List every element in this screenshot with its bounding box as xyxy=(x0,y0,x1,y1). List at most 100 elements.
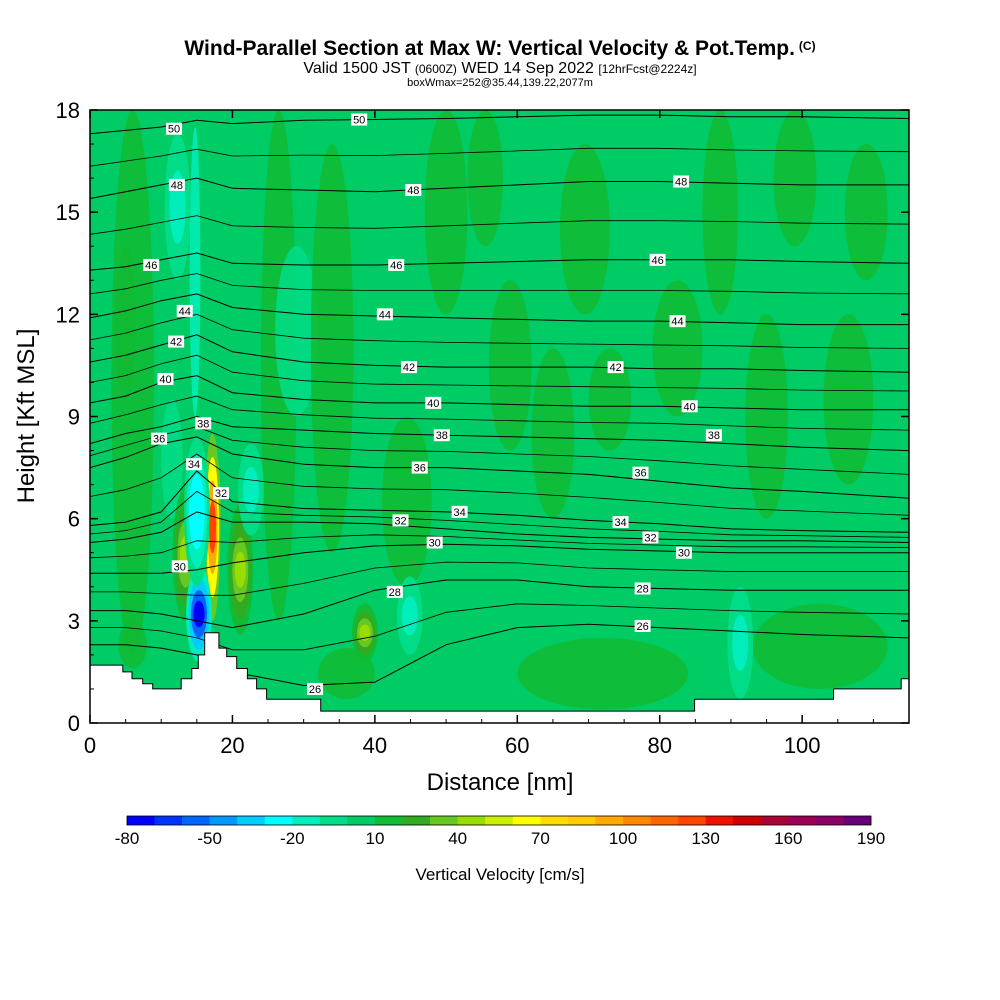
isentrope-label: 26 xyxy=(309,684,321,696)
isentrope-label-bg xyxy=(673,175,690,188)
vertical-velocity-field xyxy=(90,110,909,723)
isentrope-32 xyxy=(90,511,909,543)
colorbar-swatch xyxy=(237,816,266,825)
field-band xyxy=(114,246,137,400)
colorbar-swatch xyxy=(540,816,569,825)
box-info: boxWmax=252@35.44,139.22,2077m xyxy=(407,77,593,89)
isentrope-label-bg xyxy=(185,458,202,471)
field-band xyxy=(560,144,610,315)
isentrope-label: 50 xyxy=(353,115,365,127)
colorbar-label: Vertical Velocity [cm/s] xyxy=(415,865,584,884)
colorbar-swatch xyxy=(512,816,541,825)
isentrope-label-bg xyxy=(376,308,393,321)
isentrope-label-bg xyxy=(386,585,403,598)
isentrope-label: 36 xyxy=(634,468,646,480)
field-band xyxy=(310,144,354,553)
valid-date: WED 14 Sep 2022 xyxy=(461,60,594,77)
isentrope-line xyxy=(90,534,909,559)
isentrope-line xyxy=(90,426,909,475)
colorbar-swatch xyxy=(127,816,155,825)
isentrope-label-bg xyxy=(451,505,468,518)
colorbar-swatch xyxy=(595,816,624,825)
isentrope-label-bg xyxy=(405,184,422,197)
isentrope-label: 28 xyxy=(637,583,649,595)
field-band xyxy=(531,348,575,519)
colorbar-swatch xyxy=(182,816,210,825)
isentrope-label-bg xyxy=(392,514,409,527)
isentrope-label-bg xyxy=(669,315,686,328)
isentrope-label: 48 xyxy=(675,177,687,189)
isentrope-label: 32 xyxy=(394,515,406,527)
isentrope-label-bg xyxy=(612,516,629,529)
isentrope-label-bg xyxy=(411,461,428,474)
colorbar-swatch xyxy=(209,816,238,825)
isentrope-label: 38 xyxy=(708,430,720,442)
isentrope-line xyxy=(90,147,909,167)
downdraft-cell xyxy=(245,476,257,503)
isentrope-label-bg xyxy=(195,417,212,430)
isentrope-label-bg xyxy=(171,560,188,573)
isentrope-label: 34 xyxy=(453,507,465,519)
isentrope-label-bg xyxy=(168,178,185,191)
colorbar-tick-label: 100 xyxy=(609,829,637,848)
colorbar-swatch xyxy=(347,816,376,825)
colorbar-swatch xyxy=(567,816,596,825)
isentrope-label-bg xyxy=(649,253,666,266)
colorbar-tick-label: 10 xyxy=(366,829,385,848)
field-band xyxy=(588,348,632,451)
updraft-cell xyxy=(359,624,371,641)
isentrope-label: 40 xyxy=(159,374,171,386)
field-band xyxy=(381,416,432,587)
isentrope-label: 44 xyxy=(379,309,391,321)
x-tick-label: 60 xyxy=(505,733,529,758)
field-band xyxy=(161,399,183,519)
isentrope-label-bg xyxy=(176,304,193,317)
colorbar-tick-label: 190 xyxy=(857,829,885,848)
isentrope-30 xyxy=(90,543,909,574)
field-band xyxy=(517,637,689,710)
isentrope-line xyxy=(90,603,909,651)
isentrope-label-bg xyxy=(632,466,649,479)
isentrope-label-bg xyxy=(642,531,659,544)
field-band xyxy=(745,314,788,519)
isentrope-label-bg xyxy=(425,396,442,409)
isentrope-36 xyxy=(90,436,909,499)
field-band xyxy=(111,110,155,655)
colorbar: -80 -50 -20 10 40 70 100 130 160 190 xyxy=(115,815,885,848)
downdraft-cell xyxy=(404,604,416,627)
isentrope-label-bg xyxy=(433,429,450,442)
valid-time: Valid 1500 JST xyxy=(303,60,411,77)
colorbar-swatch xyxy=(815,816,844,825)
x-tick-label: 0 xyxy=(84,733,96,758)
isentrope-line xyxy=(90,395,909,431)
x-tick-label: 40 xyxy=(363,733,387,758)
isentrope-label: 28 xyxy=(389,587,401,599)
colorbar-tick-label: -50 xyxy=(197,829,222,848)
x-tick-label: 80 xyxy=(647,733,671,758)
isentrope-46 xyxy=(90,252,909,271)
isentrope-label-bg xyxy=(388,258,405,271)
field-band xyxy=(773,110,817,247)
isentrope-line xyxy=(90,561,909,596)
isentrope-label: 36 xyxy=(414,463,426,475)
isentrope-label: 38 xyxy=(197,418,209,430)
isentrope-label: 30 xyxy=(174,561,186,573)
y-tick-label: 15 xyxy=(56,200,80,225)
colorbar-swatch xyxy=(705,816,734,825)
isentrope-label-bg xyxy=(675,546,692,559)
colorbar-tick-label: 130 xyxy=(691,829,719,848)
isentrope-label: 40 xyxy=(684,401,696,413)
isentrope-label: 46 xyxy=(651,255,663,267)
field-band xyxy=(118,620,147,669)
y-tick-label: 0 xyxy=(68,711,80,736)
colorbar-swatch xyxy=(457,816,486,825)
field-band xyxy=(844,144,888,281)
isentrope-label-bg xyxy=(681,400,698,413)
isentrope-label: 48 xyxy=(407,185,419,197)
colorbar-swatch xyxy=(623,816,651,825)
isentrope-label-bg xyxy=(705,429,722,442)
isentrope-line xyxy=(90,273,909,295)
field-band xyxy=(823,314,874,485)
